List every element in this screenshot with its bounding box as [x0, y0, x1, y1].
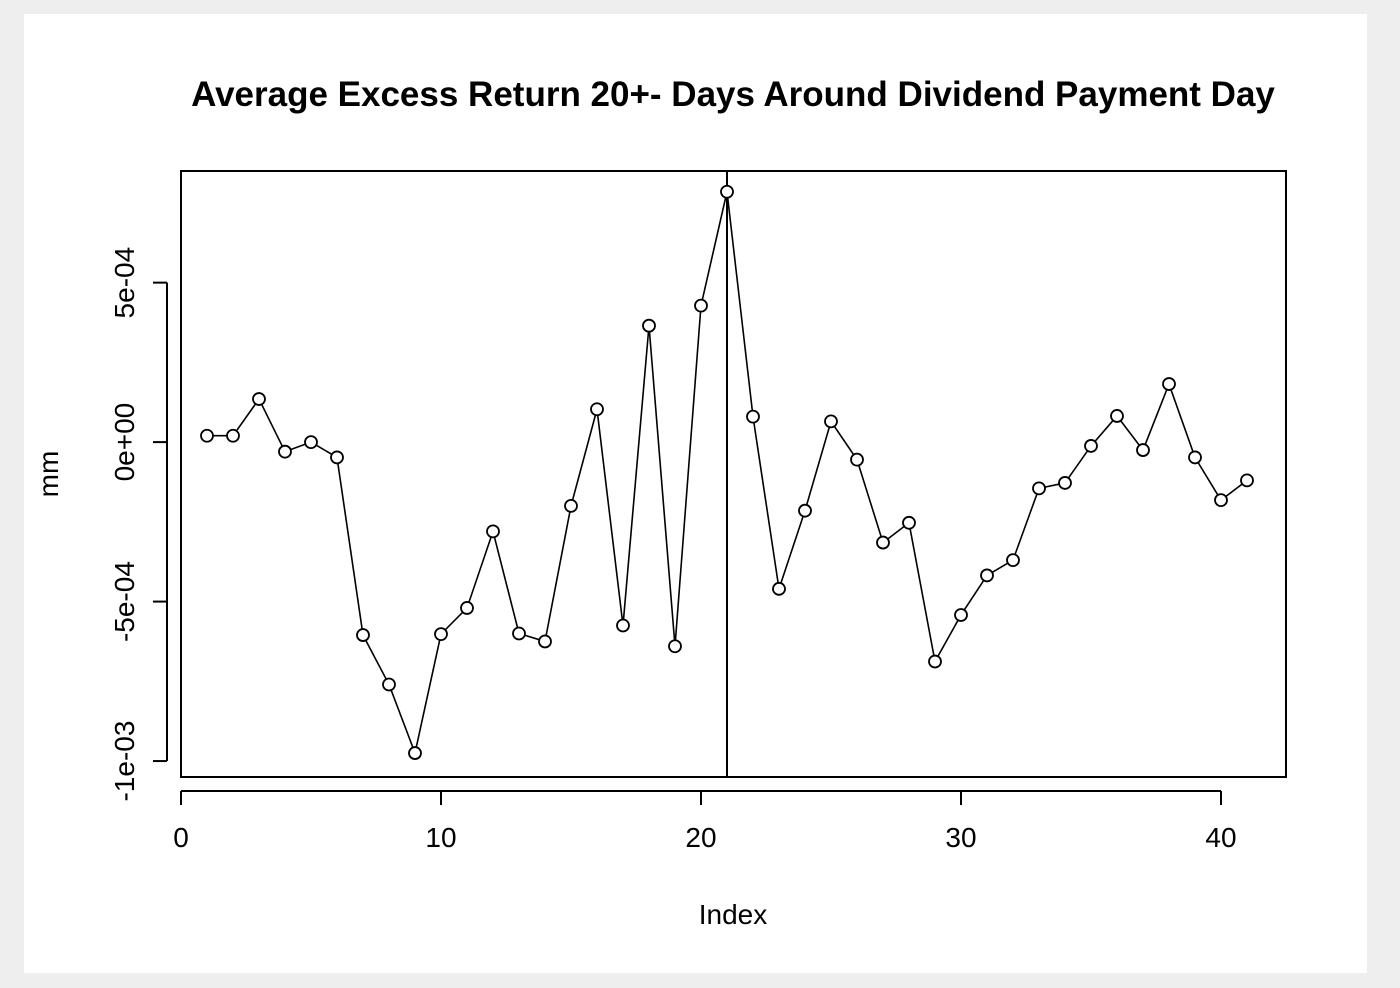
plot-frame: [180, 170, 1287, 778]
data-point: [1006, 553, 1020, 568]
data-point: [902, 515, 916, 530]
data-point: [1214, 493, 1228, 508]
data-point: [1136, 443, 1150, 457]
data-point: [694, 298, 708, 313]
chart-title: Average Excess Return 20+- Days Around D…: [191, 75, 1275, 114]
data-point: [746, 409, 760, 424]
data-point: [720, 184, 734, 199]
y-tick-label: -1e-03: [109, 721, 140, 802]
x-tick-label: 20: [685, 822, 716, 853]
data-point: [616, 618, 630, 633]
data-point: [486, 524, 500, 539]
data-point: [824, 414, 838, 429]
data-point: [850, 452, 864, 467]
data-point: [798, 503, 812, 518]
data-point: [278, 444, 292, 459]
chart-panel: Average Excess Return 20+- Days Around D…: [24, 14, 1367, 973]
data-point: [200, 428, 214, 443]
y-tick-label: -5e-04: [109, 561, 140, 642]
x-tick-label: 30: [945, 822, 976, 853]
data-point: [668, 639, 682, 654]
data-point: [1188, 450, 1202, 465]
data-point: [1110, 409, 1124, 423]
line-chart: Average Excess Return 20+- Days Around D…: [33, 75, 1287, 930]
data-points: [200, 184, 1254, 760]
data-point: [590, 402, 604, 417]
x-tick-label: 10: [425, 822, 456, 853]
data-point: [1162, 377, 1176, 391]
data-point: [980, 568, 994, 583]
data-point: [330, 450, 344, 465]
x-axis: 0 10 20 30 40: [173, 790, 1237, 853]
data-point: [434, 627, 448, 642]
x-tick-label: 0: [173, 822, 189, 853]
data-point: [460, 601, 474, 615]
data-point: [356, 628, 370, 642]
data-point: [538, 634, 552, 649]
data-point: [512, 626, 526, 641]
data-point: [642, 318, 656, 333]
data-point: [564, 498, 578, 513]
data-point: [382, 677, 396, 692]
data-point: [954, 608, 968, 622]
y-tick-label: 5e-04: [109, 247, 140, 319]
y-tick-label: 0e+00: [109, 403, 140, 482]
data-point: [1240, 473, 1254, 488]
data-point: [876, 535, 890, 550]
y-axis: -1e-03 -5e-04 0e+00 5e-04: [109, 247, 168, 802]
data-point: [1058, 476, 1072, 490]
x-tick-label: 40: [1205, 822, 1236, 853]
data-point: [1084, 439, 1098, 453]
y-axis-label: mm: [33, 451, 64, 498]
x-axis-label: Index: [699, 899, 768, 930]
data-point: [226, 428, 240, 443]
data-point: [928, 654, 942, 669]
data-point: [772, 581, 786, 596]
data-point: [1032, 481, 1046, 496]
data-point: [304, 435, 318, 450]
data-point: [408, 746, 422, 760]
data-point: [252, 392, 266, 406]
